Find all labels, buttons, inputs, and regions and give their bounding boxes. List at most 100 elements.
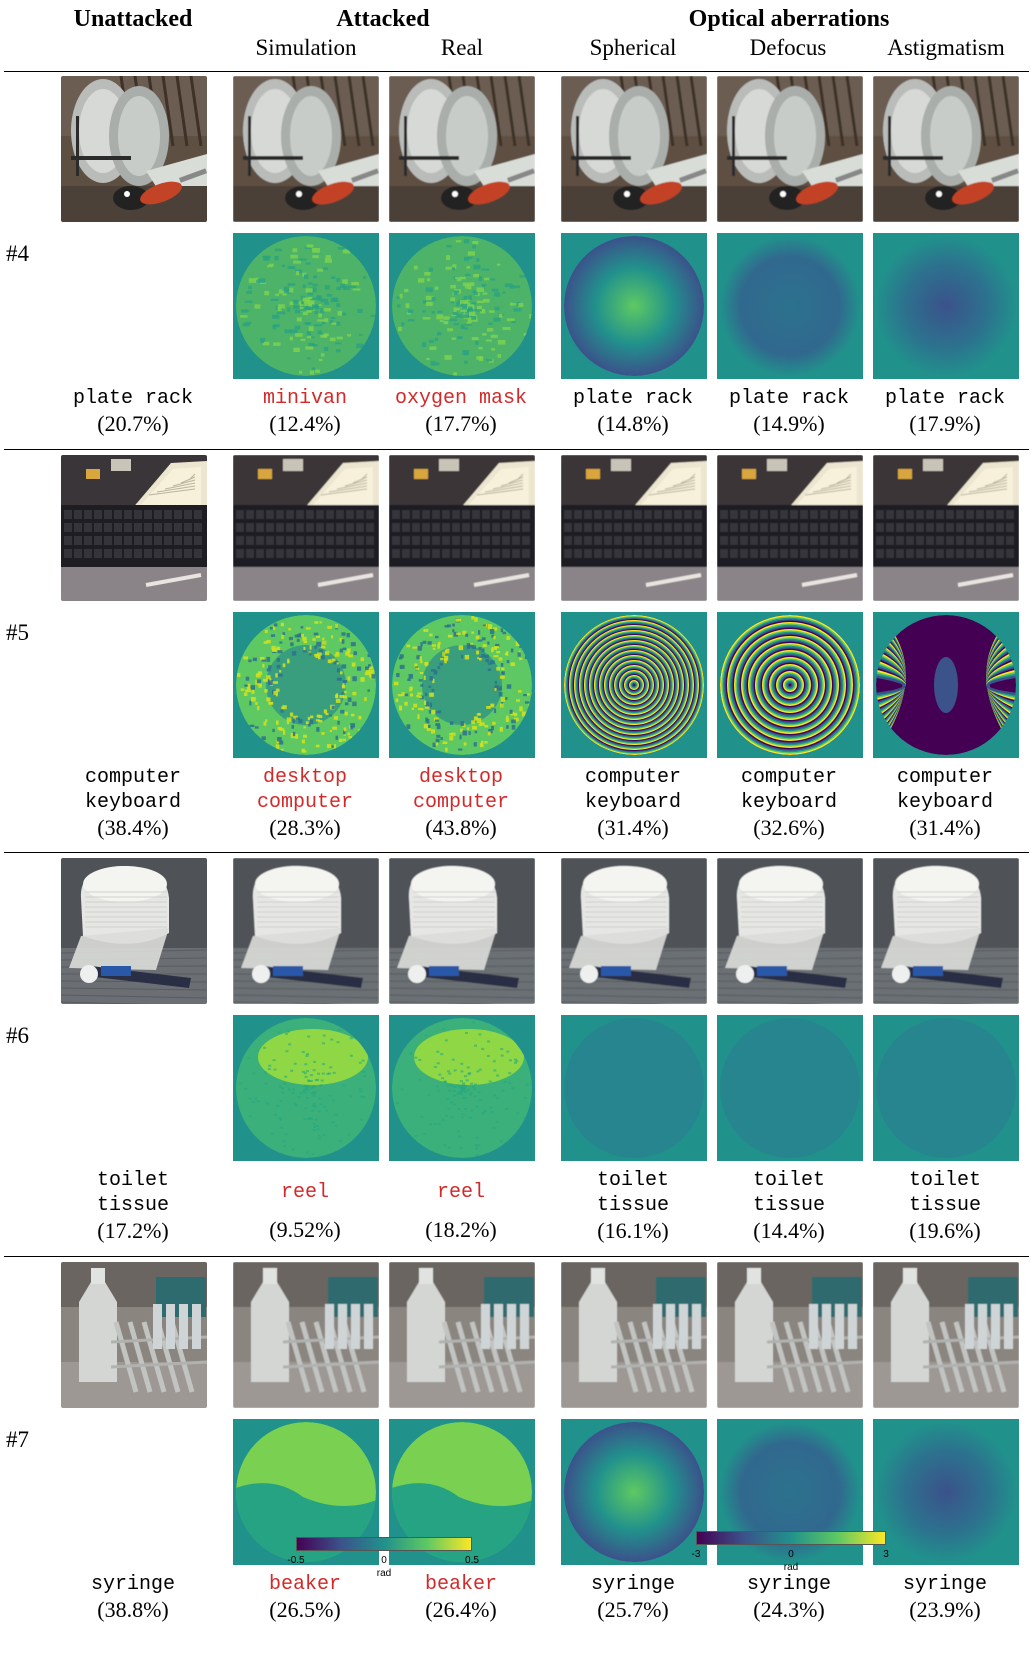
class-name: computer — [740, 766, 837, 789]
confidence: (26.5%) — [269, 1597, 341, 1622]
class-name: syringe — [590, 1573, 675, 1596]
header-astigmatism: Astigmatism — [887, 35, 1005, 60]
prediction-label: beaker (26.4%) — [383, 1572, 539, 1622]
phase-map — [717, 1015, 863, 1161]
class-name: plate rack — [884, 387, 1006, 410]
prediction-label: plate rack (14.8%) — [555, 386, 711, 436]
row-separator — [4, 1256, 1029, 1257]
header-defocus: Defocus — [749, 35, 827, 60]
class-name: tissue — [96, 1194, 169, 1217]
confidence: (38.8%) — [97, 1597, 169, 1622]
prediction-label: toilet tissue (16.1%) — [555, 1168, 711, 1243]
prediction-label: reel (9.52%) — [227, 1180, 383, 1242]
class-name: syringe — [90, 1573, 175, 1596]
class-name: syringe — [902, 1573, 987, 1596]
phase-map — [873, 1419, 1019, 1565]
phase-map — [389, 612, 535, 758]
class-name: toilet — [752, 1169, 825, 1192]
colorbar-aberration-tick-mid: 0 — [788, 1549, 794, 1560]
class-name: syringe — [746, 1573, 831, 1596]
class-name: tissue — [908, 1194, 981, 1217]
scene-photo — [389, 858, 535, 1004]
confidence: (23.9%) — [909, 1597, 981, 1622]
class-name: computer — [256, 791, 353, 814]
class-name: computer — [412, 791, 509, 814]
scene-photo — [61, 76, 207, 222]
scene-photo — [717, 76, 863, 222]
prediction-label: computer keyboard (31.4%) — [867, 765, 1023, 840]
class-name: beaker — [424, 1573, 497, 1596]
class-name: tissue — [752, 1194, 825, 1217]
confidence: (20.7%) — [97, 411, 169, 436]
confidence: (38.4%) — [97, 815, 169, 840]
class-name: reel — [280, 1181, 329, 1204]
class-name: keyboard — [84, 791, 181, 814]
scene-photo — [233, 1262, 379, 1408]
row-label: #6 — [6, 1023, 29, 1048]
class-name: keyboard — [584, 791, 681, 814]
confidence: (12.4%) — [269, 411, 341, 436]
header-simulation: Simulation — [255, 35, 357, 60]
row-separator — [4, 71, 1029, 72]
colorbar-attack-tick-min: -0.5 — [287, 1555, 305, 1566]
class-name: toilet — [596, 1169, 669, 1192]
confidence: (31.4%) — [909, 815, 981, 840]
scene-photo — [233, 858, 379, 1004]
header-attacked: Attacked — [336, 6, 430, 32]
scene-photo — [873, 455, 1019, 601]
prediction-label: desktop computer (43.8%) — [383, 765, 539, 840]
prediction-label: syringe (23.9%) — [867, 1572, 1023, 1622]
phase-map — [561, 1419, 707, 1565]
class-name: computer — [84, 766, 181, 789]
prediction-label: plate rack (14.9%) — [711, 386, 867, 436]
phase-map — [233, 612, 379, 758]
confidence: (26.4%) — [425, 1597, 497, 1622]
colorbar-attack-gradient — [296, 1537, 472, 1551]
row-separator — [4, 449, 1029, 450]
phase-map — [561, 612, 707, 758]
prediction-label: plate rack (17.9%) — [867, 386, 1023, 436]
scene-photo — [561, 858, 707, 1004]
prediction-label: syringe (38.8%) — [55, 1572, 211, 1622]
phase-map — [717, 612, 863, 758]
prediction-label: computer keyboard (38.4%) — [55, 765, 211, 840]
class-name: computer — [896, 766, 993, 789]
confidence: (43.8%) — [425, 815, 497, 840]
scene-photo — [233, 76, 379, 222]
scene-photo — [873, 76, 1019, 222]
scene-photo — [561, 76, 707, 222]
scene-photo — [389, 76, 535, 222]
prediction-label: reel (18.2%) — [383, 1180, 539, 1242]
prediction-label: beaker (26.5%) — [227, 1572, 383, 1622]
scene-photo — [561, 455, 707, 601]
colorbar-aberration-tick-max: 3 — [883, 1549, 889, 1560]
confidence: (14.9%) — [753, 411, 825, 436]
prediction-label: toilet tissue (14.4%) — [711, 1168, 867, 1243]
prediction-label: computer keyboard (31.4%) — [555, 765, 711, 840]
phase-map — [233, 1015, 379, 1161]
class-name: keyboard — [896, 791, 993, 814]
colorbar-aberration: -3 0 3 rad — [692, 1531, 889, 1579]
header-real: Real — [440, 35, 484, 60]
class-name: toilet — [908, 1169, 981, 1192]
phase-map — [561, 1015, 707, 1161]
scene-photo — [873, 858, 1019, 1004]
scene-photo — [717, 1262, 863, 1408]
header-unattacked: Unattacked — [73, 6, 193, 32]
phase-map — [389, 1015, 535, 1161]
colorbar-aberration-unit: rad — [783, 1562, 799, 1573]
scene-photo — [389, 1262, 535, 1408]
colorbar-attack-tick-mid: 0 — [381, 1555, 387, 1566]
row-label: #5 — [6, 620, 29, 645]
scene-photo — [561, 1262, 707, 1408]
phase-map — [873, 1015, 1019, 1161]
colorbar-attack: -0.5 0 0.5 rad — [287, 1537, 479, 1585]
confidence: (16.1%) — [597, 1218, 669, 1243]
phase-map — [389, 233, 535, 379]
confidence: (32.6%) — [753, 815, 825, 840]
confidence: (25.7%) — [597, 1597, 669, 1622]
row-separator — [4, 852, 1029, 853]
prediction-label: toilet tissue (19.6%) — [867, 1168, 1023, 1243]
confidence: (14.8%) — [597, 411, 669, 436]
